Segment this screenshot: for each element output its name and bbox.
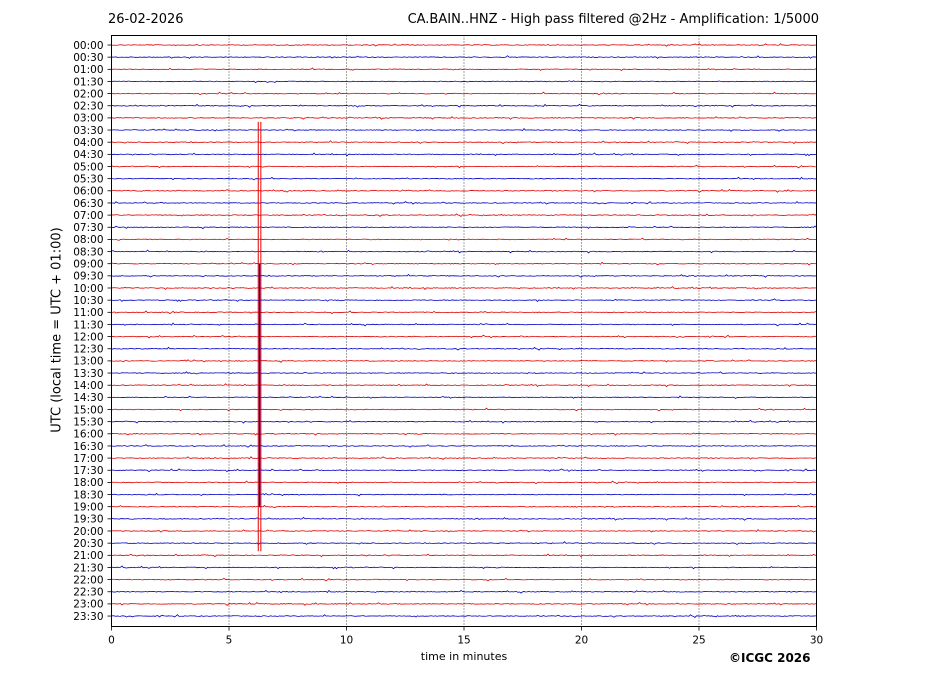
y-tick-label: 18:30 <box>73 489 103 501</box>
y-tick-label: 09:00 <box>73 259 103 271</box>
y-tick-label: 20:00 <box>73 526 103 538</box>
y-tick-label: 21:30 <box>73 562 103 574</box>
y-tick-label: 09:30 <box>73 271 103 283</box>
y-tick-group: 00:0000:3001:0001:3002:0002:3003:0003:30… <box>73 40 112 623</box>
trace-15:30 <box>111 419 817 424</box>
trace-10:00 <box>111 286 817 290</box>
date-label: 26-02-2026 <box>108 12 184 27</box>
trace-12:30 <box>111 346 817 351</box>
y-tick-label: 02:30 <box>73 101 103 113</box>
y-tick-label: 12:00 <box>73 331 103 343</box>
trace-22:00 <box>111 577 817 582</box>
y-tick-label: 06:00 <box>73 186 103 198</box>
trace-17:00 <box>111 456 817 460</box>
y-tick-label: 13:30 <box>73 368 103 380</box>
y-tick-label: 10:00 <box>73 283 103 295</box>
trace-06:30 <box>111 200 817 205</box>
x-tick-label: 10 <box>340 635 353 647</box>
y-tick-label: 18:00 <box>73 477 103 489</box>
y-tick-label: 07:30 <box>73 222 103 234</box>
y-tick-label: 03:30 <box>73 125 103 137</box>
plot-frame <box>111 35 817 627</box>
trace-08:30 <box>111 249 817 254</box>
trace-05:30 <box>111 176 817 181</box>
y-tick-label: 19:30 <box>73 514 103 526</box>
trace-23:30 <box>111 614 817 618</box>
trace-14:30 <box>111 395 817 399</box>
trace-02:30 <box>111 103 817 108</box>
y-tick-label: 10:30 <box>73 295 103 307</box>
trace-19:00 <box>111 504 817 509</box>
trace-03:30 <box>111 128 817 132</box>
trace-13:30 <box>111 371 817 375</box>
y-tick-label: 21:00 <box>73 550 103 562</box>
y-tick-label: 15:00 <box>73 404 103 416</box>
trace-23:00 <box>111 602 817 606</box>
y-tick-label: 08:30 <box>73 246 103 258</box>
gridline-group <box>228 35 700 627</box>
trace-16:00 <box>111 432 817 436</box>
y-tick-label: 11:30 <box>73 319 103 331</box>
trace-22:30 <box>111 589 817 594</box>
y-tick-label: 14:00 <box>73 380 103 392</box>
chart-title: CA.BAIN..HNZ - High pass filtered @2Hz -… <box>407 12 819 27</box>
y-tick-label: 06:30 <box>73 198 103 210</box>
trace-13:00 <box>111 359 817 363</box>
copyright-label: ©ICGC 2026 <box>729 651 811 665</box>
y-tick-label: 19:00 <box>73 502 103 514</box>
y-tick-label: 05:30 <box>73 173 103 185</box>
y-tick-label: 20:30 <box>73 538 103 550</box>
x-tick-group: 0 5 10 15 20 25 30 <box>108 626 823 647</box>
y-axis-label: UTC (local time = UTC + 01:00) <box>49 227 65 433</box>
y-tick-label: 11:00 <box>73 307 103 319</box>
y-tick-label: 23:30 <box>73 611 103 623</box>
trace-16:30 <box>111 444 817 448</box>
y-tick-label: 13:00 <box>73 356 103 368</box>
y-tick-label: 14:30 <box>73 392 103 404</box>
trace-08:00 <box>111 237 817 241</box>
y-tick-label: 17:30 <box>73 465 103 477</box>
y-tick-label: 04:00 <box>73 137 103 149</box>
x-tick-label: 5 <box>226 635 233 647</box>
y-tick-label: 01:30 <box>73 76 103 88</box>
trace-12:00 <box>111 334 817 339</box>
x-tick-label: 0 <box>108 635 115 647</box>
y-tick-label: 07:00 <box>73 210 103 222</box>
x-tick-label: 20 <box>575 635 588 647</box>
y-tick-label: 01:00 <box>73 64 103 76</box>
y-tick-label: 00:30 <box>73 52 103 64</box>
y-tick-label: 22:00 <box>73 574 103 586</box>
y-tick-label: 22:30 <box>73 587 103 599</box>
trace-04:00 <box>111 140 817 145</box>
x-tick-label: 15 <box>457 635 470 647</box>
trace-18:00 <box>111 480 817 485</box>
trace-15:00 <box>111 407 817 412</box>
y-tick-label: 03:00 <box>73 113 103 125</box>
y-tick-label: 02:00 <box>73 88 103 100</box>
y-tick-label: 08:00 <box>73 234 103 246</box>
x-axis-label: time in minutes <box>420 650 508 663</box>
x-tick-label: 25 <box>692 635 705 647</box>
y-tick-label: 16:00 <box>73 429 103 441</box>
y-tick-label: 23:00 <box>73 599 103 611</box>
trace-07:30 <box>111 225 817 230</box>
trace-03:00 <box>111 116 817 120</box>
y-tick-label: 00:00 <box>73 40 103 52</box>
event-signal-group <box>257 121 262 552</box>
y-tick-label: 04:30 <box>73 149 103 161</box>
y-tick-label: 17:00 <box>73 453 103 465</box>
y-tick-label: 16:30 <box>73 441 103 453</box>
trace-04:30 <box>111 152 817 157</box>
y-tick-label: 05:00 <box>73 161 103 173</box>
trace-00:00 <box>111 43 817 47</box>
trace-02:00 <box>111 91 817 96</box>
trace-17:30 <box>111 468 817 473</box>
y-tick-label: 12:30 <box>73 344 103 356</box>
x-tick-label: 30 <box>810 635 823 647</box>
trace-05:00 <box>111 164 817 169</box>
y-tick-label: 15:30 <box>73 416 103 428</box>
trace-14:00 <box>111 383 817 388</box>
trace-07:00 <box>111 213 817 217</box>
